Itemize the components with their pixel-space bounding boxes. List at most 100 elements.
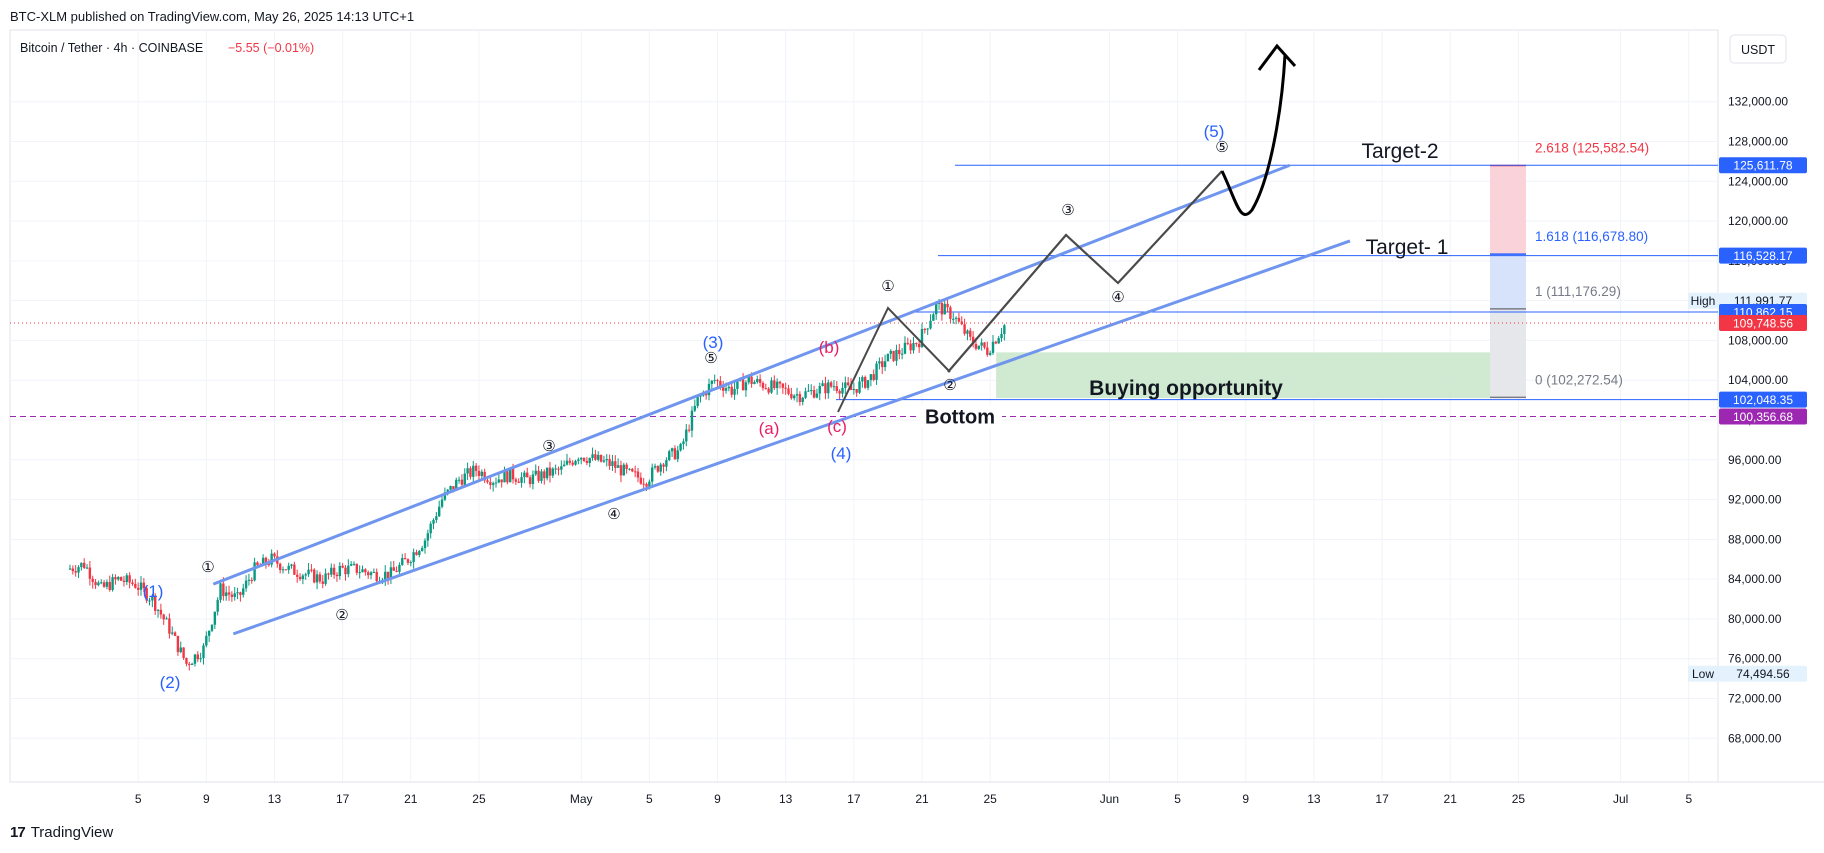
projection-path[interactable] (947, 170, 1223, 373)
candle-body (341, 565, 344, 568)
candle-body (173, 632, 177, 636)
price-tag[interactable] (1719, 391, 1807, 408)
candle-body (435, 516, 438, 520)
candle-body (730, 386, 733, 395)
tradingview-brand: TradingView (30, 824, 114, 841)
impulse-wave-marker: ① (201, 559, 214, 576)
impulse-wave-marker: ② (943, 377, 956, 394)
candle-body (156, 609, 160, 611)
candle-body (68, 568, 72, 570)
candle-body (225, 592, 228, 597)
candle-body (957, 317, 961, 322)
candle-body (511, 467, 515, 480)
candle-body (622, 464, 625, 476)
candle-body (594, 454, 597, 460)
candle-body (773, 380, 776, 389)
candle-body (827, 382, 830, 394)
candle-body (787, 388, 790, 394)
price-tag[interactable] (1719, 408, 1807, 425)
candle-body (267, 564, 270, 566)
candle-body (136, 587, 140, 590)
candle-body (80, 562, 83, 568)
candle-body (1003, 325, 1006, 335)
candle-body (355, 563, 359, 573)
candle-body (480, 471, 483, 476)
candle-body (293, 564, 296, 575)
tradingview-logo[interactable]: 17 TradingView (10, 824, 113, 841)
candle-body (645, 483, 648, 487)
candle-body (923, 328, 927, 330)
impulse-wave-marker: ③ (1061, 202, 1074, 219)
candle-body (889, 350, 892, 354)
candle-body (463, 473, 466, 485)
candle-body (747, 376, 750, 383)
candle-body (315, 574, 319, 583)
channel-lower-line[interactable] (232, 239, 1351, 636)
candle-body (122, 580, 126, 583)
currency-button[interactable]: USDT (1729, 34, 1787, 64)
candle-body (795, 394, 799, 396)
candle-body (199, 658, 202, 660)
projection[interactable] (837, 43, 1297, 413)
candle-body (74, 571, 77, 573)
candle-body (937, 302, 941, 304)
candle-body (605, 459, 608, 461)
arrow-head-icon (1257, 43, 1297, 71)
price-tag[interactable] (1719, 665, 1807, 682)
channel[interactable] (212, 163, 1351, 636)
buying-opportunity-zone[interactable] (996, 352, 1509, 399)
breakout-arrow[interactable] (1220, 54, 1287, 216)
candle-body (423, 540, 427, 549)
impulse-wave-marker: ⑤ (1215, 139, 1228, 156)
candle-body (466, 468, 469, 474)
candle-body (188, 663, 191, 665)
time-axis[interactable]: 5 9 13 17 21 25 May 5 9 13 17 21 25 Jun 5 9 13 17 21 25 Jul 5 (10, 781, 1824, 806)
candle-body (872, 374, 875, 380)
candle-body (412, 552, 415, 563)
price-tag[interactable] (1719, 157, 1807, 174)
impulse-wave-marker: ② (335, 607, 348, 624)
candle-body (560, 466, 563, 470)
candle-body (477, 470, 481, 476)
price-tag[interactable] (1719, 315, 1807, 332)
candle-body (582, 457, 586, 461)
candle-body (506, 471, 509, 483)
candle-body (866, 380, 870, 388)
candle-body (236, 592, 239, 594)
candle-body (514, 479, 518, 482)
candles (68, 297, 1006, 671)
candle-body (778, 381, 782, 384)
candle-body (974, 343, 978, 349)
candle-body (114, 577, 117, 580)
candle-body (85, 567, 89, 569)
candle-body (940, 302, 944, 315)
x-tick-label: 17 (847, 792, 861, 806)
candle-body (804, 391, 807, 398)
price-tag[interactable] (1719, 247, 1807, 264)
candle-body (472, 465, 475, 477)
candle-body (736, 380, 739, 389)
candle-body (230, 594, 234, 597)
price-axis[interactable]: 68,000.00 72,000.00 76,000.00 80,000.00 84,0… (1688, 95, 1807, 746)
candle-body (676, 450, 679, 460)
candle-body (452, 486, 455, 490)
candle-body (687, 429, 691, 431)
candle-body (494, 482, 498, 484)
candle-body (537, 470, 540, 481)
y-tick-label: 88,000.00 (1728, 532, 1782, 546)
channel-upper-line[interactable] (212, 163, 1291, 586)
candle-body (946, 303, 949, 308)
candle-body (903, 342, 907, 354)
candle-body (619, 465, 623, 476)
candle-body (611, 461, 614, 466)
candle-body (94, 581, 97, 586)
candle-body (162, 614, 165, 620)
candle-body (131, 582, 134, 584)
x-tick-label: 5 (1174, 792, 1181, 806)
candle-body (608, 459, 611, 466)
candle-body (798, 394, 802, 402)
candle-body (154, 595, 157, 611)
elliott-wave-label: (4) (831, 444, 852, 463)
candle-body (344, 567, 347, 575)
